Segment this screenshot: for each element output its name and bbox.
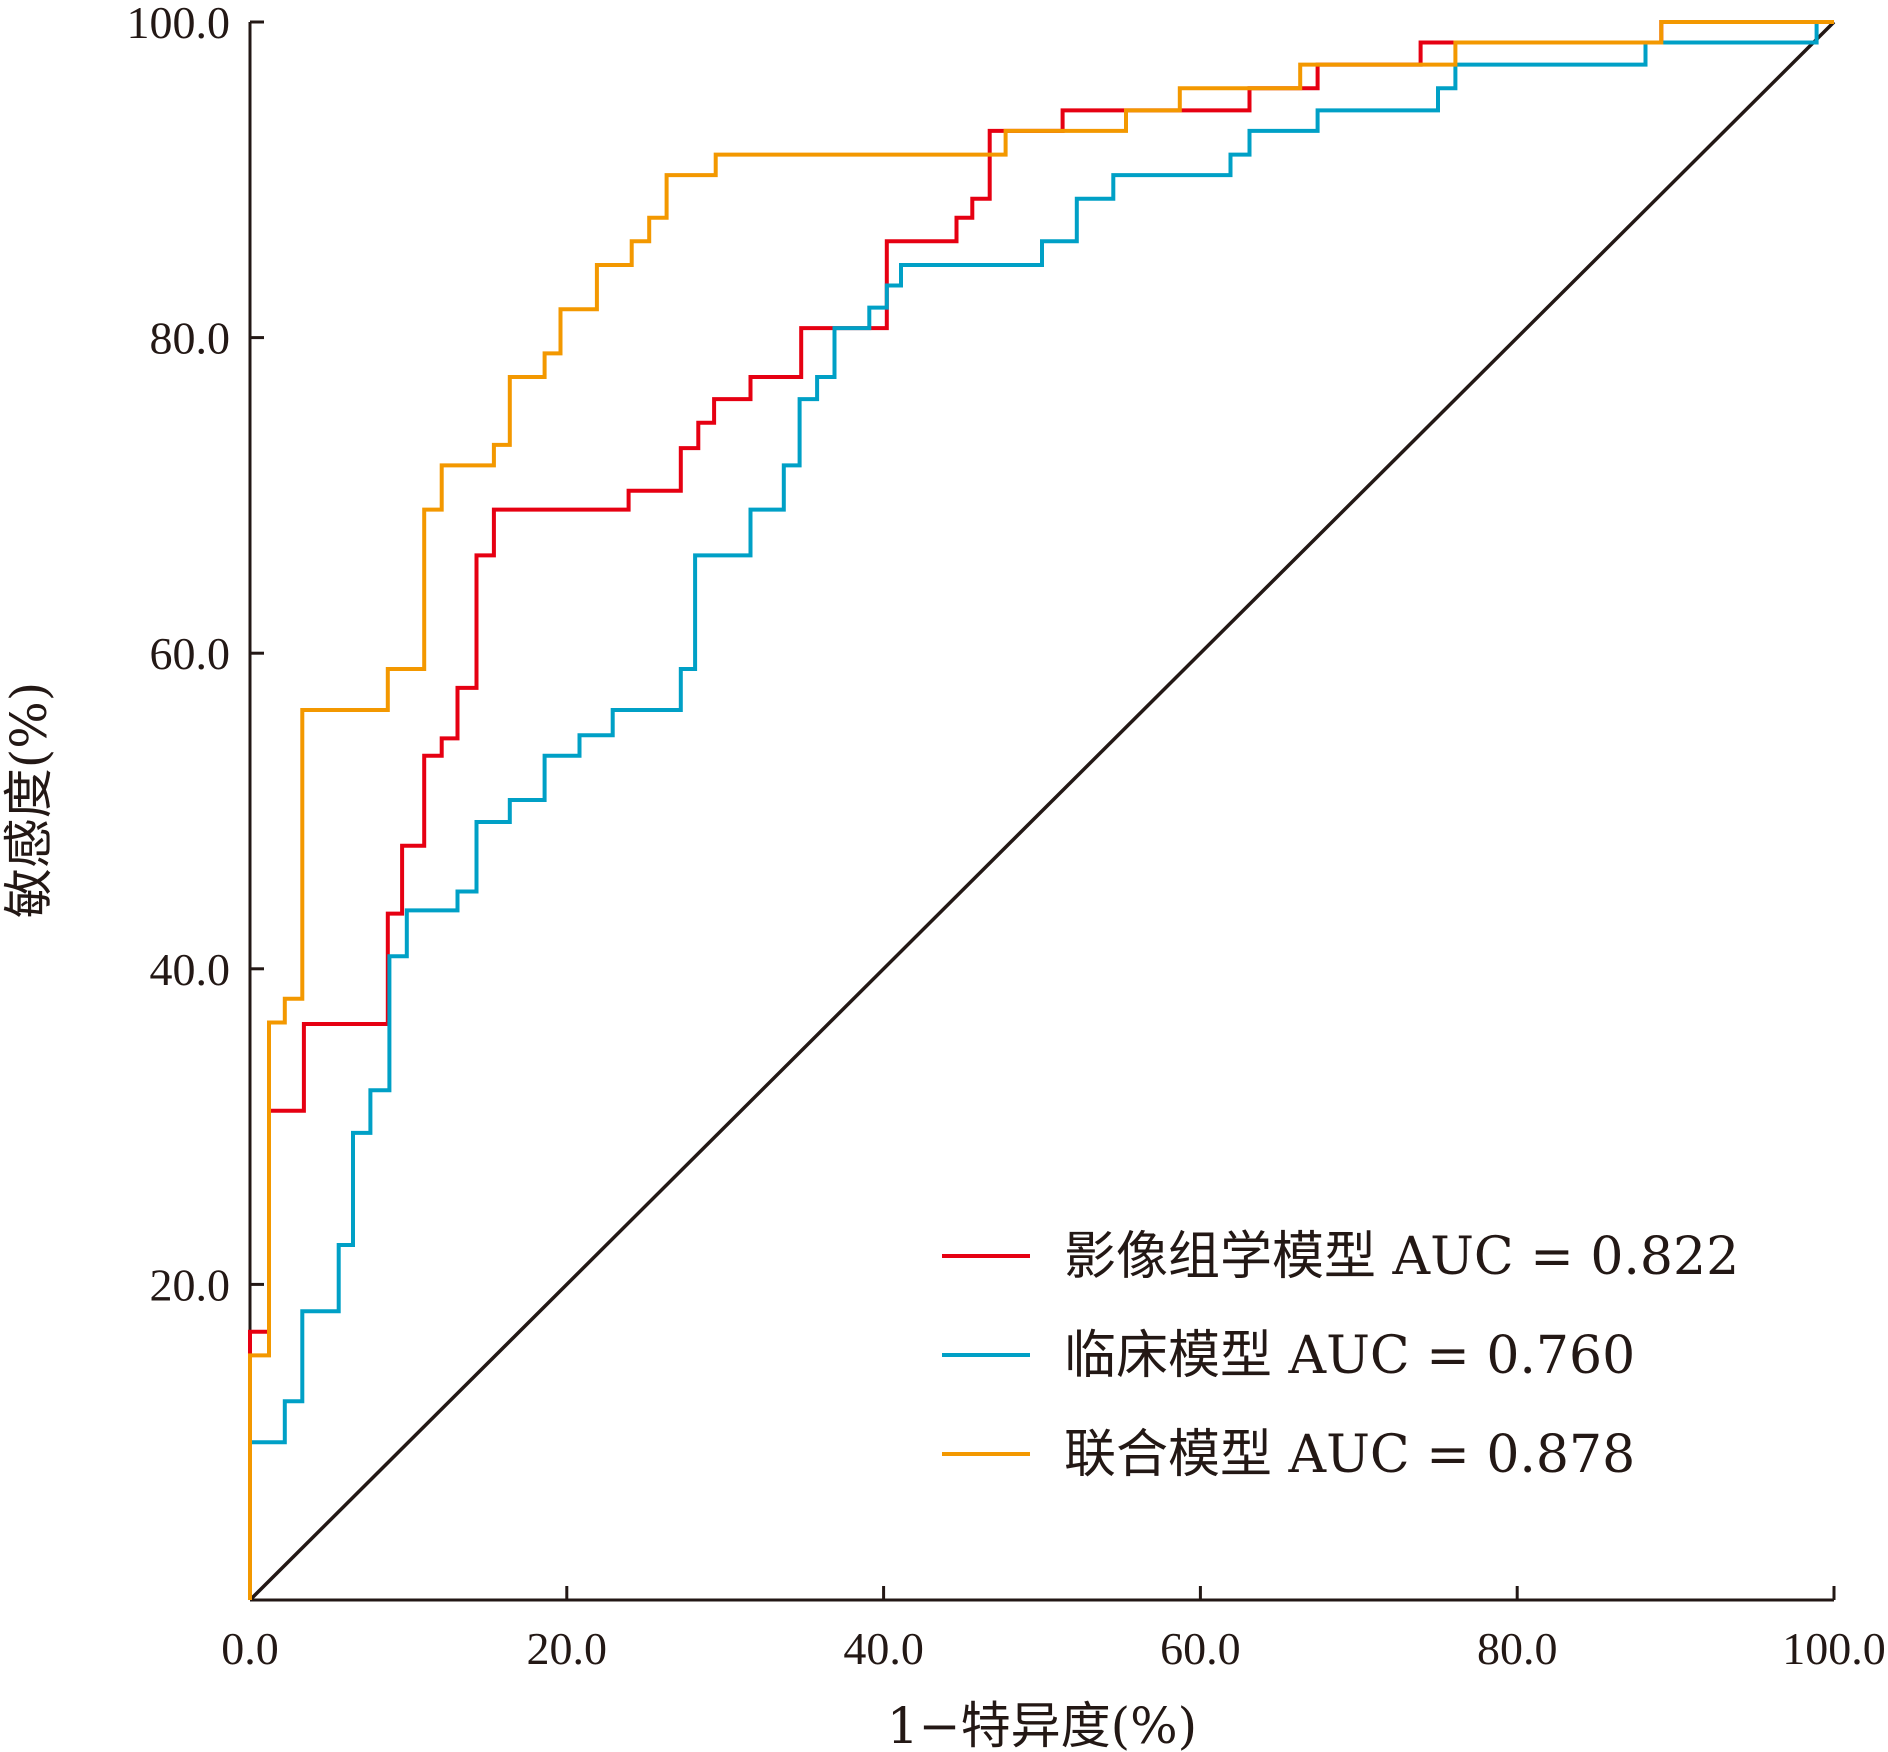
x-tick-label: 20.0 — [527, 1623, 608, 1674]
y-tick-label: 20.0 — [150, 1259, 231, 1310]
diagonal-reference-line — [248, 20, 1836, 1602]
roc-curve-2 — [248, 20, 1834, 1600]
x-tick-label: 40.0 — [843, 1623, 924, 1674]
roc-curve-3 — [248, 20, 1834, 1600]
y-tick-label: 80.0 — [150, 313, 231, 364]
x-tick-label: 0.0 — [221, 1623, 279, 1674]
legend-label: 影像组学模型 AUC = 0.822 — [1064, 1227, 1739, 1287]
x-axis-title: 1−特异度(%) — [887, 1697, 1197, 1752]
tick-labels: 0.0 20.0 40.0 60.0 80.0 100.0 20.0 40.0 60.0 80.0… — [127, 0, 1886, 1674]
y-tick-label: 100.0 — [127, 0, 231, 48]
roc-curve-1 — [248, 20, 1834, 1600]
reference-line-layer — [248, 20, 1836, 1602]
legend: 影像组学模型 AUC = 0.822 临床模型 AUC = 0.760 联合模型 A… — [942, 1227, 1739, 1485]
y-tick-label: 60.0 — [150, 628, 231, 679]
plot-area — [248, 20, 1836, 1602]
x-tick-label: 60.0 — [1160, 1623, 1241, 1674]
legend-label: 联合模型 AUC = 0.878 — [1064, 1425, 1635, 1485]
series-layer — [248, 20, 1834, 1600]
y-tick-label: 40.0 — [150, 944, 231, 995]
legend-label: 临床模型 AUC = 0.760 — [1064, 1326, 1635, 1386]
x-tick-label: 100.0 — [1782, 1623, 1886, 1674]
y-axis-title: 敏感度(%) — [0, 682, 58, 919]
x-tick-label: 80.0 — [1477, 1623, 1558, 1674]
